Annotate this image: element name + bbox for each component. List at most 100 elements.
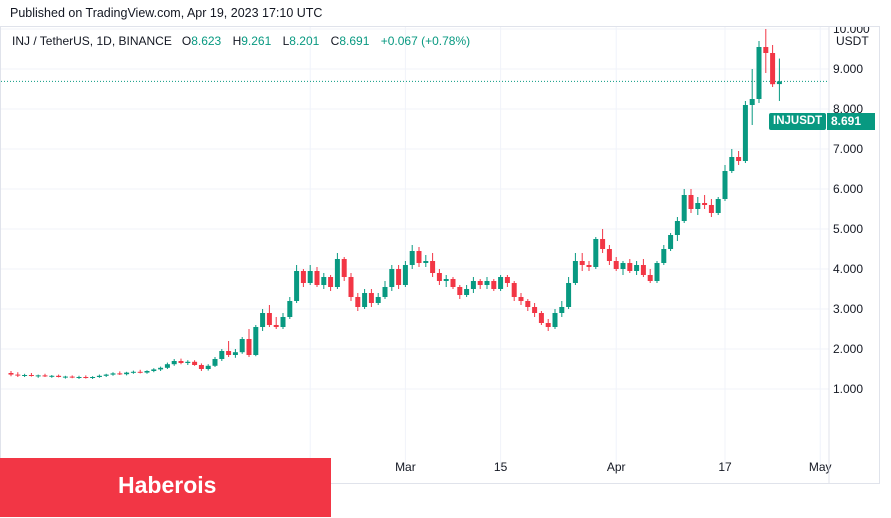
candle-body [307, 271, 313, 283]
candle-body [695, 203, 701, 209]
candle-body [266, 313, 272, 325]
candle-body [246, 339, 252, 355]
candle-body [130, 371, 136, 373]
candle-body [457, 287, 463, 295]
candle-body [776, 81, 782, 85]
candle-body [151, 369, 157, 371]
price-axis-currency[interactable]: USDT [836, 34, 869, 48]
chart-frame[interactable]: 1.000 2.000 3.000 4.000 5.000 6.000 7.000 8.000… [0, 26, 880, 484]
candle-body [708, 205, 714, 213]
candle-body [606, 249, 612, 261]
x-tick-label: May [809, 460, 832, 474]
candle-body [28, 375, 34, 376]
candle-body [640, 265, 646, 275]
ohlc-legend: INJ / TetherUS, 1D, BINANCE O8.623 H9.26… [12, 34, 478, 48]
candle-body [328, 277, 334, 287]
candle-body [341, 259, 347, 277]
candle-body [368, 293, 374, 303]
legend-open: 8.623 [191, 34, 222, 48]
candle-body [681, 195, 687, 221]
candle-body [348, 277, 354, 297]
candle-body [498, 277, 504, 289]
candle-body [321, 277, 327, 285]
candle-body [613, 261, 619, 269]
candle-body [545, 323, 551, 327]
candle-body [518, 297, 524, 301]
candle-body [504, 277, 510, 283]
candle-body [232, 352, 238, 355]
candle-body [164, 364, 170, 368]
candle-body [402, 265, 408, 285]
candle-body [654, 263, 660, 281]
candle-body [103, 374, 109, 376]
candle-body [42, 375, 48, 377]
candle-body [477, 281, 483, 285]
published-note: Published on TradingView.com, Apr 19, 20… [10, 6, 323, 20]
candle-body [729, 157, 735, 171]
candle-body [396, 269, 402, 285]
candle-body [137, 371, 143, 373]
legend-open-key: O [181, 34, 192, 48]
candle-body [260, 313, 266, 327]
candle-body [287, 301, 293, 317]
candle-body [362, 293, 368, 307]
candle-body [90, 377, 96, 378]
y-tick-label: 7.000 [833, 142, 863, 156]
candle-body [158, 367, 164, 370]
legend-close-key: C [330, 34, 340, 48]
candle-body [538, 313, 544, 323]
last-price-badge: 8.691 [827, 113, 875, 130]
candle-body [226, 351, 232, 355]
candle-body [702, 203, 708, 205]
candle-body [572, 261, 578, 283]
candle-body [144, 371, 150, 373]
legend-low: 8.201 [289, 34, 320, 48]
candle-body [436, 273, 442, 281]
candle-body [552, 313, 558, 327]
candle-body [178, 361, 184, 363]
y-tick-label: 1.000 [833, 382, 863, 396]
candle-body [117, 373, 123, 375]
candle-body [430, 261, 436, 273]
candle-body [124, 372, 130, 375]
candle-body [273, 325, 279, 327]
candle-body [382, 287, 388, 297]
candle-body [484, 281, 490, 285]
legend-symbol[interactable]: INJ / TetherUS, 1D, BINANCE [12, 34, 172, 48]
candle-body [300, 271, 306, 283]
candle-body [600, 239, 606, 249]
legend-close: 8.691 [339, 34, 370, 48]
y-tick-label: 3.000 [833, 302, 863, 316]
candle-body [627, 263, 633, 271]
candle-body [525, 301, 531, 307]
candle-body [464, 289, 470, 295]
y-tick-label: 9.000 [833, 62, 863, 76]
candle-body [620, 263, 626, 269]
legend-change: +0.067 (+0.78%) [380, 34, 471, 48]
candle-body [15, 374, 21, 376]
y-tick-label: 8.000 [833, 102, 863, 116]
candle-body [470, 281, 476, 289]
candle-body [110, 373, 116, 375]
candle-body [239, 339, 245, 353]
candle-body [185, 361, 191, 363]
candle-body [69, 376, 75, 378]
legend-high-key: H [232, 34, 242, 48]
candle-body [253, 327, 259, 355]
x-tick-label: 15 [494, 460, 508, 474]
symbol-badge: INJUSDT [769, 113, 827, 130]
candle-body [749, 99, 755, 105]
candle-body [56, 375, 62, 377]
candle-body [579, 261, 585, 265]
price-chart[interactable]: 1.000 2.000 3.000 4.000 5.000 6.000 7.000 8.000… [1, 27, 879, 483]
candle-body [443, 279, 449, 281]
candle-body [219, 351, 225, 359]
x-tick-label: Mar [395, 460, 416, 474]
candle-body [49, 375, 55, 377]
candle-body [511, 283, 517, 297]
candle-body [450, 279, 456, 287]
y-tick-label: 6.000 [833, 182, 863, 196]
candle-body [736, 157, 742, 161]
candle-body [8, 373, 14, 375]
candle-body [212, 359, 218, 366]
